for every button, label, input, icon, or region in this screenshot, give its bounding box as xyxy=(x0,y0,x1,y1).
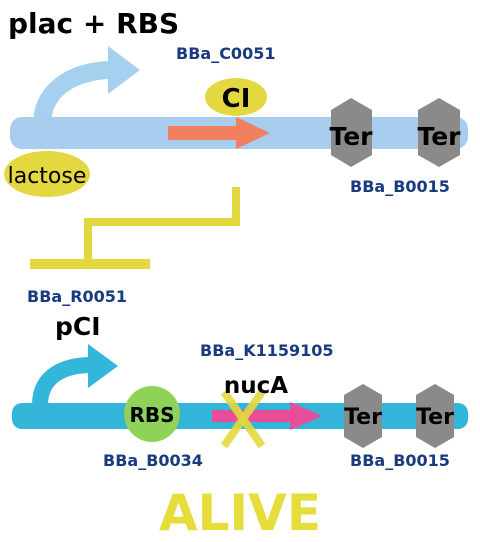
bottom-promoter-part-id: BBa_R0051 xyxy=(27,287,127,306)
top-terminator-2-label: Ter xyxy=(417,122,461,151)
bottom-terminator-2-shape xyxy=(416,384,454,448)
gene-label: nucA xyxy=(224,373,288,399)
repressor-protein xyxy=(205,78,267,116)
top-terminator-1-shape xyxy=(331,98,372,167)
top-terminator-part-id: BBa_B0015 xyxy=(350,177,450,196)
bottom-terminator-part-id: BBa_B0015 xyxy=(350,451,450,470)
bottom-promoter-label: pCI xyxy=(55,312,101,341)
rbs-label: RBS xyxy=(129,403,174,427)
status-label: ALIVE xyxy=(159,484,321,542)
rbs-part-id: BBa_B0034 xyxy=(103,451,203,470)
lactose-label: lactose xyxy=(8,164,87,189)
top-terminator-1-label: Ter xyxy=(329,122,373,151)
bottom-promoter-arrow xyxy=(32,344,118,406)
bottom-gene-arrow xyxy=(212,402,322,430)
gene-part-id: BBa_K1159105 xyxy=(200,341,334,360)
top-terminator-2-shape xyxy=(418,98,460,167)
top-promoter-arrow xyxy=(33,46,140,126)
rbs-shape xyxy=(124,386,180,442)
top-gene-arrow xyxy=(168,117,270,149)
top-promoter-label: plac + RBS xyxy=(8,7,179,40)
repressor-part-id: BBa_C0051 xyxy=(176,44,275,63)
gene-cross-mark xyxy=(220,389,266,449)
bottom-terminator-2-label: Ter xyxy=(416,405,454,430)
bottom-terminator-1-shape xyxy=(344,384,382,448)
repression-line xyxy=(84,187,240,262)
lactose-inducer xyxy=(4,151,90,197)
bottom-terminator-1-label: Ter xyxy=(344,405,382,430)
repressor-protein-label: CI xyxy=(222,84,251,114)
